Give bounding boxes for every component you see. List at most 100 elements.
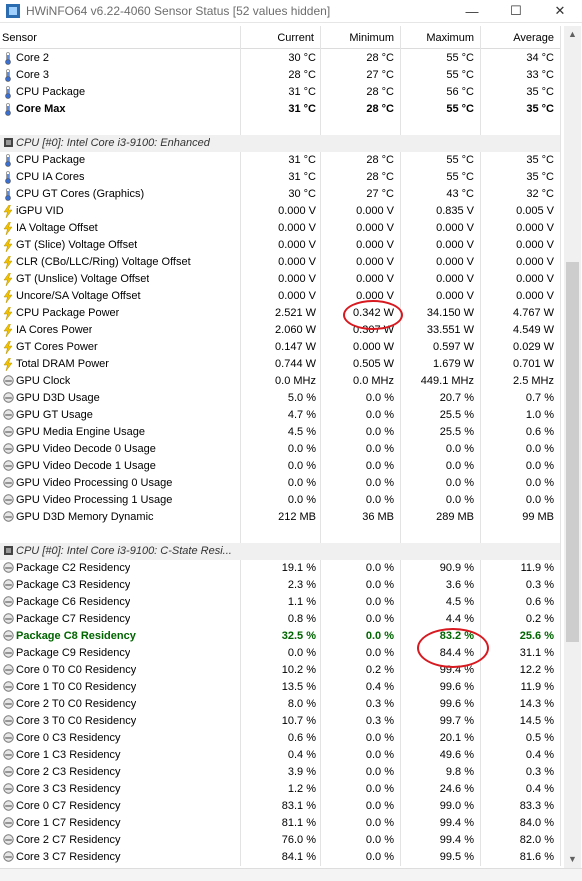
current-value: 5.0 % [287,392,316,404]
current-value: 0.0 MHz [275,375,316,387]
sensor-row[interactable]: Package C2 Residency 19.1 % 0.0 % 90.9 % 11.… [0,560,560,577]
column-divider[interactable] [240,26,241,866]
sensor-row[interactable]: IA Cores Power 2.060 W 0.307 W 33.551 W 4.54… [0,322,560,339]
column-divider[interactable] [320,26,321,866]
sensor-row[interactable]: GPU Video Decode 1 Usage 0.0 % 0.0 % 0.0 % 0… [0,458,560,475]
sensor-row[interactable]: GT (Unslice) Voltage Offset 0.000 V 0.000 … [0,271,560,288]
sensor-row[interactable]: CPU Package Power 2.521 W 0.342 W 34.150 W 4… [0,305,560,322]
sensor-row[interactable]: Core 3 T0 C0 Residency 10.7 % 0.3 % 99.7 % 1… [0,713,560,730]
sensor-label: GPU D3D Usage [16,392,100,404]
sensor-row[interactable]: GPU Clock 0.0 MHz 0.0 MHz 449.1 MHz 2.5 MHz [0,373,560,390]
sensor-row[interactable]: Core 2 C7 Residency 76.0 % 0.0 % 99.4 % 82.0… [0,832,560,849]
sensor-row[interactable]: Core 1 T0 C0 Residency 13.5 % 0.4 % 99.6 % 1… [0,679,560,696]
sensor-label: Total DRAM Power [16,358,109,370]
sensor-row[interactable]: Total DRAM Power 0.744 W 0.505 W 1.679 W 0.7… [0,356,560,373]
sensor-row[interactable]: CPU Package 31 °C 28 °C 55 °C 35 °C [0,152,560,169]
sensor-row[interactable]: Package C6 Residency 1.1 % 0.0 % 4.5 % 0.6 % [0,594,560,611]
close-button[interactable]: ✕ [554,3,566,18]
sensor-row[interactable]: GT Cores Power 0.147 W 0.000 W 0.597 W 0.029… [0,339,560,356]
gauge-icon [3,715,14,728]
spacer-row [0,526,560,543]
maximum-value: 55 °C [446,171,474,183]
average-value: 0.3 % [525,766,554,778]
average-value: 31.1 % [519,647,554,659]
sensor-row[interactable]: iGPU VID 0.000 V 0.000 V 0.835 V 0.005 V [0,203,560,220]
header-maximum[interactable]: Maximum [426,32,474,44]
header-current[interactable]: Current [277,32,314,44]
sensor-label: Core 3 C7 Residency [16,851,121,863]
maximum-value: 99.6 % [439,698,474,710]
header-minimum[interactable]: Minimum [349,32,394,44]
average-value: 0.005 V [516,205,554,217]
header-average[interactable]: Average [513,32,554,44]
average-value: 0.000 V [516,290,554,302]
current-value: 4.5 % [287,426,316,438]
sensor-row[interactable]: Package C8 Residency 32.5 % 0.0 % 83.2 % 25.… [0,628,560,645]
sensor-label: CPU Package Power [16,307,120,319]
sensor-row[interactable]: Core 3 C3 Residency 1.2 % 0.0 % 24.6 % 0.4 % [0,781,560,798]
sensor-row[interactable]: GPU Media Engine Usage 4.5 % 0.0 % 25.5 % 0.… [0,424,560,441]
gauge-icon [3,783,14,796]
sensor-row[interactable]: Core 3 C7 Residency 84.1 % 0.0 % 99.5 % 81.6… [0,849,560,866]
header-sensor[interactable]: Sensor [2,32,37,44]
sensor-label: Core 0 C7 Residency [16,800,121,812]
scrollbar-thumb[interactable] [566,262,579,642]
sensor-row[interactable]: CLR (CBo/LLC/Ring) Voltage Offset 0.000 V… [0,254,560,271]
vertical-scrollbar[interactable]: ▲ ▼ [564,26,581,868]
current-value: 1.2 % [287,783,316,795]
sensor-row[interactable]: GPU Video Processing 0 Usage 0.0 % 0.0 % 0.… [0,475,560,492]
sensor-row[interactable]: Core 2 T0 C0 Residency 8.0 % 0.3 % 99.6 % 14… [0,696,560,713]
sensor-row[interactable]: GPU Video Decode 0 Usage 0.0 % 0.0 % 0.0 % 0… [0,441,560,458]
sensor-row[interactable]: Core 3 28 °C 27 °C 55 °C 33 °C [0,67,560,84]
minimum-value: 0.0 % [365,817,394,829]
sensor-row[interactable]: Core 0 C7 Residency 83.1 % 0.0 % 99.0 % 83.3… [0,798,560,815]
average-value: 34 °C [526,52,554,64]
sensor-row[interactable]: Core 1 C3 Residency 0.4 % 0.0 % 49.6 % 0.4 % [0,747,560,764]
sensor-row[interactable]: Core 1 C7 Residency 81.1 % 0.0 % 99.4 % 84.0… [0,815,560,832]
maximum-value: 99.4 % [439,664,474,676]
sensor-row[interactable]: CPU Package 31 °C 28 °C 56 °C 35 °C [0,84,560,101]
sensor-row[interactable]: Core 0 T0 C0 Residency 10.2 % 0.2 % 99.4 % 1… [0,662,560,679]
group-header-row[interactable]: CPU [#0]: Intel Core i3-9100: Enhanced [0,135,560,152]
sensor-row[interactable]: Uncore/SA Voltage Offset 0.000 V 0.000 V 0.… [0,288,560,305]
maximize-button[interactable]: ☐ [510,3,522,18]
sensor-label: GPU D3D Memory Dynamic [16,511,154,523]
sensor-row[interactable]: GPU Video Processing 1 Usage 0.0 % 0.0 % 0.… [0,492,560,509]
minimum-value: 27 °C [366,188,394,200]
sensor-label: Core 1 C3 Residency [16,749,121,761]
current-value: 31 °C [288,103,316,115]
sensor-row[interactable]: Package C3 Residency 2.3 % 0.0 % 3.6 % 0.3 % [0,577,560,594]
average-value: 0.000 V [516,222,554,234]
sensor-row[interactable]: GT (Slice) Voltage Offset 0.000 V 0.000 V 0… [0,237,560,254]
sensor-label: Core 2 T0 C0 Residency [16,698,137,710]
average-value: 0.4 % [525,783,554,795]
sensor-row[interactable]: Core 2 30 °C 28 °C 55 °C 34 °C [0,50,560,67]
sensor-row[interactable]: GPU D3D Memory Dynamic 212 MB 36 MB 289 MB 9… [0,509,560,526]
minimum-value: 0.0 % [365,596,394,608]
maximum-value: 25.5 % [439,409,474,421]
current-value: 0.0 % [287,443,316,455]
sensor-row[interactable]: Core 0 C3 Residency 0.6 % 0.0 % 20.1 % 0.5 % [0,730,560,747]
column-divider[interactable] [560,26,561,866]
sensor-row[interactable]: Package C7 Residency 0.8 % 0.0 % 4.4 % 0.2 % [0,611,560,628]
sensor-row[interactable]: CPU GT Cores (Graphics) 30 °C 27 °C 43 °C 32… [0,186,560,203]
scroll-up-icon[interactable]: ▲ [568,29,577,39]
sensor-row[interactable]: GPU D3D Usage 5.0 % 0.0 % 20.7 % 0.7 % [0,390,560,407]
sensor-row[interactable]: Package C9 Residency 0.0 % 0.0 % 84.4 % 31.1… [0,645,560,662]
maximum-value: 289 MB [436,511,474,523]
column-divider[interactable] [400,26,401,866]
sensor-row[interactable]: Core 2 C3 Residency 3.9 % 0.0 % 9.8 % 0.3 % [0,764,560,781]
sensor-row[interactable]: GPU GT Usage 4.7 % 0.0 % 25.5 % 1.0 % [0,407,560,424]
current-value: 4.7 % [287,409,316,421]
scroll-down-icon[interactable]: ▼ [568,854,577,864]
group-header-row[interactable]: CPU [#0]: Intel Core i3-9100: C-State Re… [0,543,560,560]
sensor-row[interactable]: CPU IA Cores 31 °C 28 °C 55 °C 35 °C [0,169,560,186]
current-value: 2.060 W [275,324,316,336]
sensor-row[interactable]: IA Voltage Offset 0.000 V 0.000 V 0.000 V 0.… [0,220,560,237]
column-divider[interactable] [480,26,481,866]
maximum-value: 55 °C [446,52,474,64]
gauge-icon [3,749,14,762]
average-value: 1.0 % [525,409,554,421]
sensor-row[interactable]: Core Max 31 °C 28 °C 55 °C 35 °C [0,101,560,118]
minimize-button[interactable]: — [465,3,479,19]
